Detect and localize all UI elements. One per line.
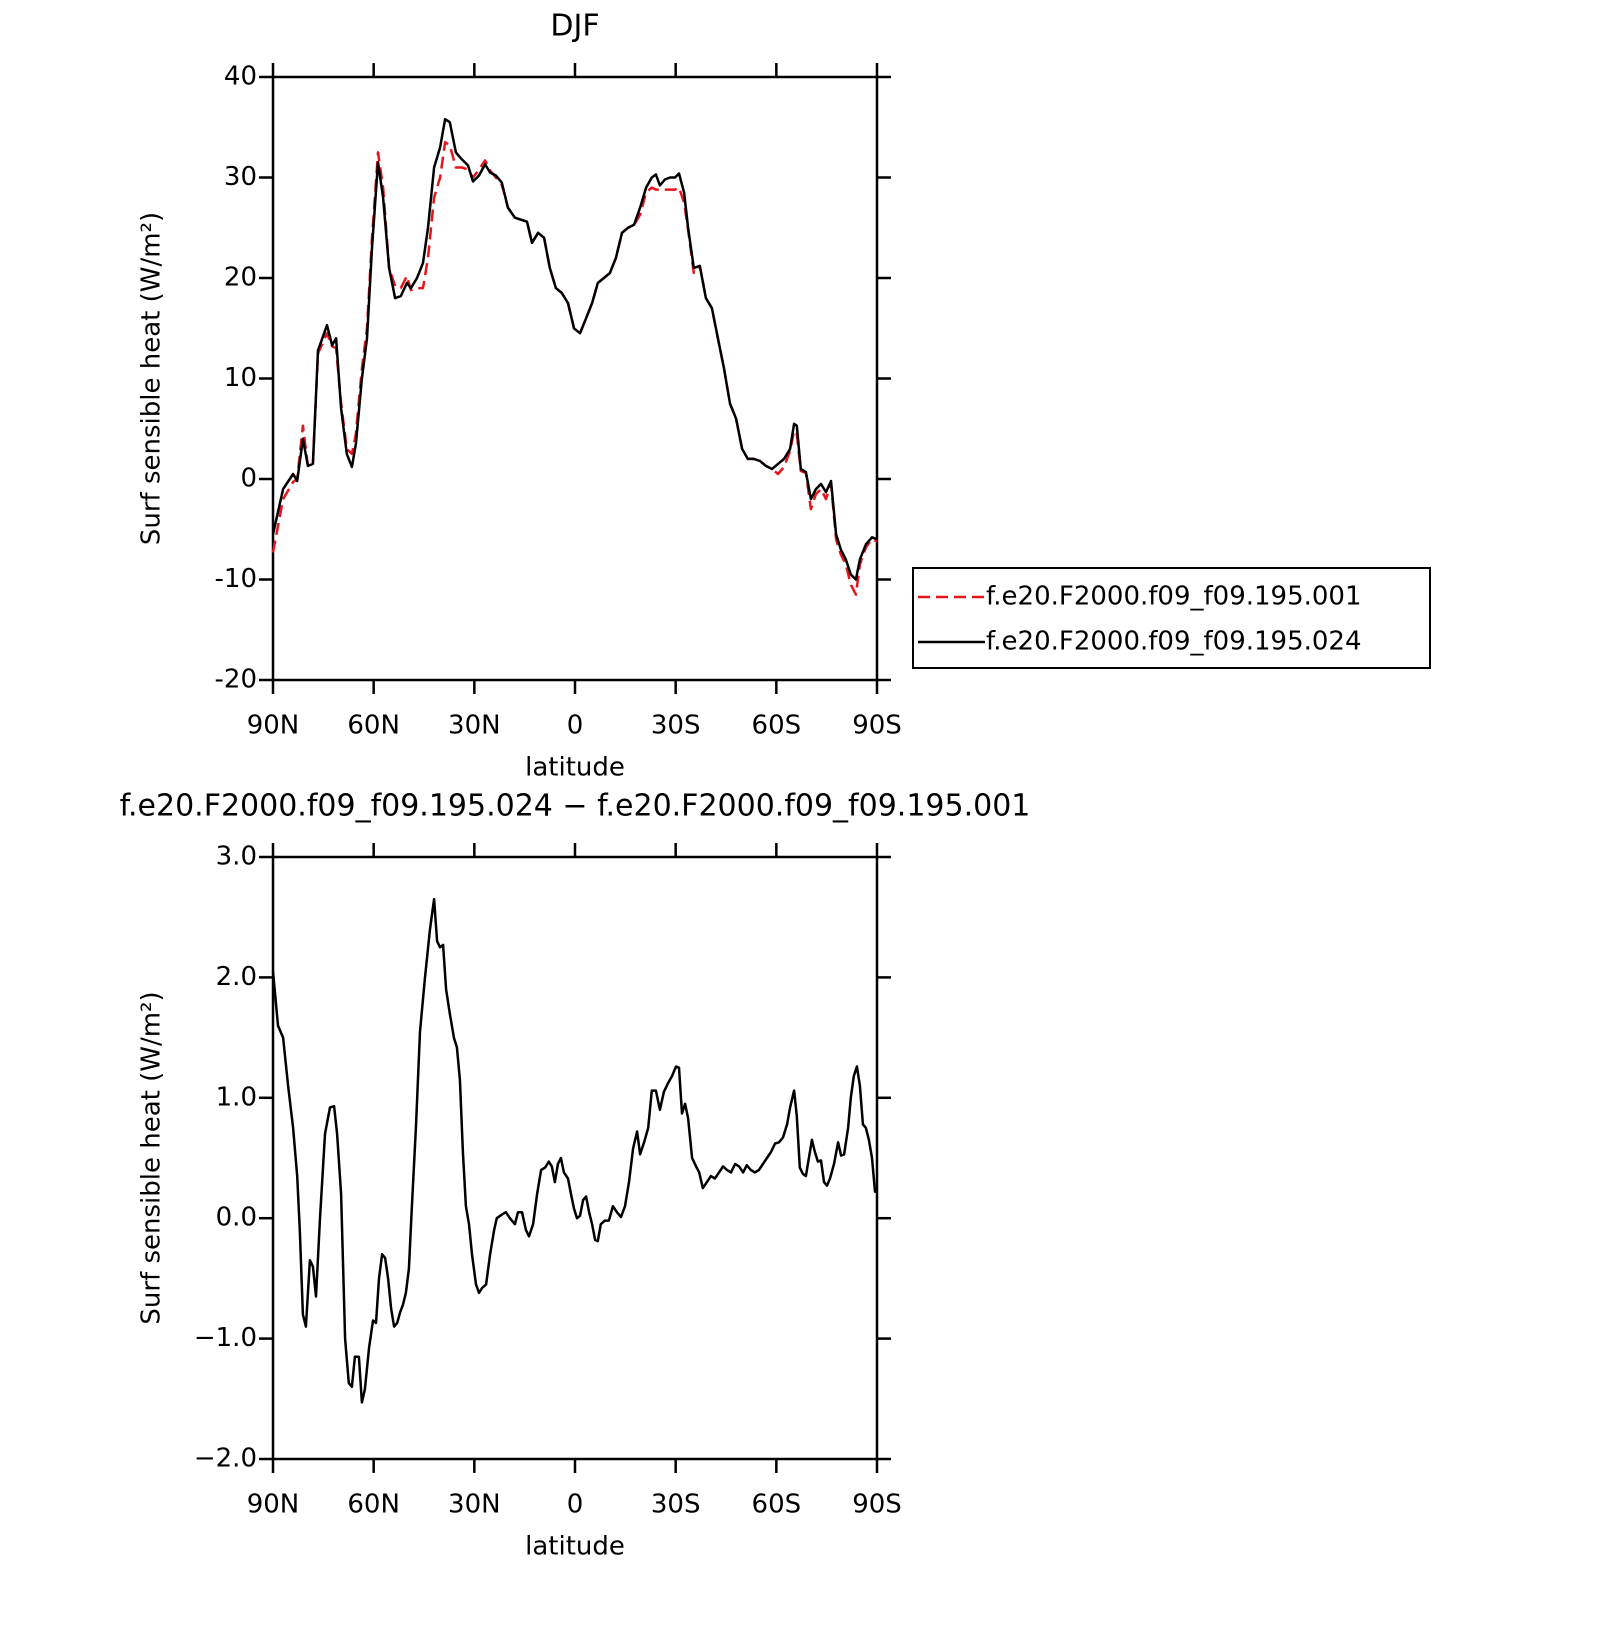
y-tick-label: −1.0 — [194, 1323, 257, 1353]
data-line — [271, 897, 878, 1404]
y-tick-label: 40 — [224, 62, 257, 92]
y-tick-label: 20 — [224, 263, 257, 293]
y-tick-label: 3.0 — [216, 842, 257, 872]
chart-title: DJF — [550, 9, 599, 44]
x-tick-label: 0 — [567, 711, 584, 741]
x-tick-label: 90S — [852, 1490, 902, 1520]
x-tick-label: 90N — [247, 1490, 300, 1520]
data-line — [271, 117, 878, 581]
x-tick-label: 60S — [752, 711, 802, 741]
y-axis-label: Surf sensible heat (W/m²) — [137, 991, 167, 1324]
legend-box — [912, 567, 1431, 669]
x-tick-label: 30S — [651, 1490, 701, 1520]
legend-label: f.e20.F2000.f09_f09.195.024 — [986, 627, 1362, 657]
y-tick-label: 2.0 — [216, 962, 257, 992]
y-tick-label: 0 — [240, 464, 257, 494]
y-tick-label: 10 — [224, 363, 257, 393]
y-tick-label: 0.0 — [216, 1203, 257, 1233]
x-tick-label: 60S — [752, 1490, 802, 1520]
x-tick-label: 90S — [852, 711, 902, 741]
y-tick-label: 30 — [224, 162, 257, 192]
chart-title: f.e20.F2000.f09_f09.195.024 − f.e20.F200… — [120, 789, 1031, 824]
y-tick-label: −2.0 — [194, 1444, 257, 1474]
x-tick-label: 30N — [448, 711, 501, 741]
plot-frame — [271, 75, 879, 682]
data-line — [271, 141, 878, 596]
y-axis-label: Surf sensible heat (W/m²) — [137, 212, 167, 545]
x-axis-label: latitude — [525, 753, 625, 783]
plot-frame — [271, 855, 879, 1461]
x-tick-label: 30N — [448, 1490, 501, 1520]
x-tick-label: 60N — [347, 711, 400, 741]
x-tick-label: 30S — [651, 711, 701, 741]
x-tick-label: 0 — [567, 1490, 584, 1520]
y-tick-label: -10 — [215, 564, 257, 594]
x-axis-label: latitude — [525, 1532, 625, 1562]
y-tick-label: 1.0 — [216, 1082, 257, 1112]
x-tick-label: 60N — [347, 1490, 400, 1520]
legend-label: f.e20.F2000.f09_f09.195.001 — [986, 582, 1362, 612]
y-tick-label: -20 — [215, 665, 257, 695]
x-tick-label: 90N — [247, 711, 300, 741]
